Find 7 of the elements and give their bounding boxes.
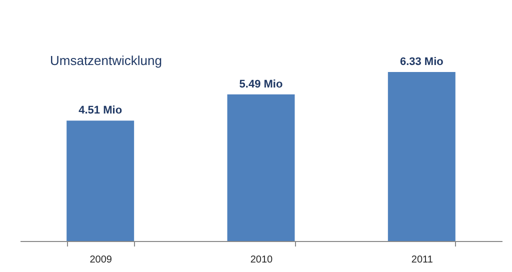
- data-label: 5.49 Mio: [239, 78, 283, 90]
- data-label: 6.33 Mio: [400, 56, 444, 68]
- x-tick-label: 2009: [90, 254, 112, 266]
- x-tick-label: 2011: [411, 254, 434, 266]
- x-tick-label: 2010: [250, 254, 274, 266]
- data-label: 4.51 Mio: [78, 104, 122, 117]
- chart-title: Umsatzentwicklung: [50, 53, 162, 68]
